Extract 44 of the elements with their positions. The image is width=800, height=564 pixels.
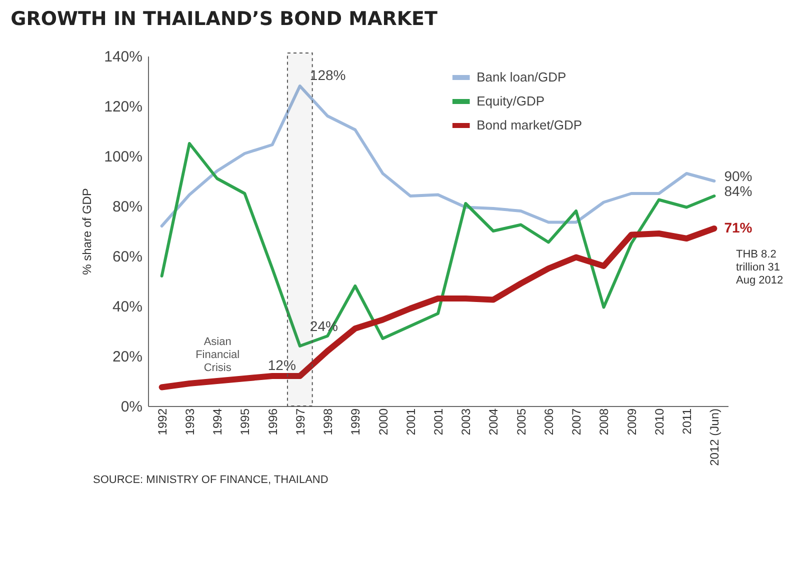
y-tick-label: 20%: [112, 348, 142, 366]
x-tick-label: 2009: [624, 408, 639, 436]
x-tick-label: 2001: [404, 408, 418, 436]
x-tick-label: 2011: [680, 408, 694, 434]
x-tick-label: 2001: [432, 408, 446, 436]
x-tick-label: 2004: [486, 408, 501, 436]
text: THB 8.2 trillion 31 Aug 2012: [736, 248, 784, 286]
x-tick-label: 1999: [348, 408, 363, 436]
x-tick-label: 1998: [321, 408, 336, 436]
line-series: [160, 142, 716, 348]
line-series: [160, 84, 716, 228]
annotation: Asian Financial Crisis: [196, 336, 240, 374]
x-tick-label: 1996: [266, 408, 280, 436]
x-tick-label: 2005: [514, 408, 528, 436]
chart-title: GROWTH IN THAILAND’S BOND MARKET: [10, 8, 438, 30]
data-label: 90%: [724, 168, 752, 184]
y-axis-title: % share of GDP: [80, 188, 94, 275]
data-label: 128%: [310, 67, 346, 83]
source-note: SOURCE: MINISTRY OF FINANCE, THAILAND: [93, 474, 328, 486]
x-tick-label: 1992: [155, 408, 170, 436]
data-label: 71%: [724, 220, 753, 236]
x-tick-label: 2003: [459, 408, 474, 436]
x-tick-label: 2007: [570, 408, 584, 436]
y-tick-label: 0%: [120, 398, 142, 416]
x-tick-label: 1995: [238, 408, 252, 436]
y-tick-label: 80%: [112, 198, 142, 216]
x-tick-label: 1993: [182, 408, 197, 436]
x-tick-label: 2008: [597, 408, 612, 436]
y-tick-label: 40%: [112, 298, 142, 316]
y-tick-label: 140%: [104, 48, 142, 66]
x-tick-label: 2010: [652, 408, 666, 436]
legend-label: Bank loan/GDP: [476, 70, 566, 84]
x-tick-label: 1994: [210, 408, 225, 436]
legend-label: Bond market/GDP: [476, 118, 582, 132]
x-tick-label: 2006: [542, 408, 556, 436]
x-tick-label: 2012 (Jun): [708, 408, 722, 466]
y-tick-label: 100%: [104, 148, 142, 166]
data-label: 84%: [724, 183, 752, 199]
x-tick-label: 2000: [376, 408, 390, 436]
y-tick-label: 60%: [112, 248, 142, 266]
x-tick-label: 1997: [293, 408, 308, 436]
legend-label: Equity/GDP: [476, 94, 545, 108]
data-label: 12%: [268, 357, 296, 373]
y-tick-label: 120%: [104, 98, 142, 116]
